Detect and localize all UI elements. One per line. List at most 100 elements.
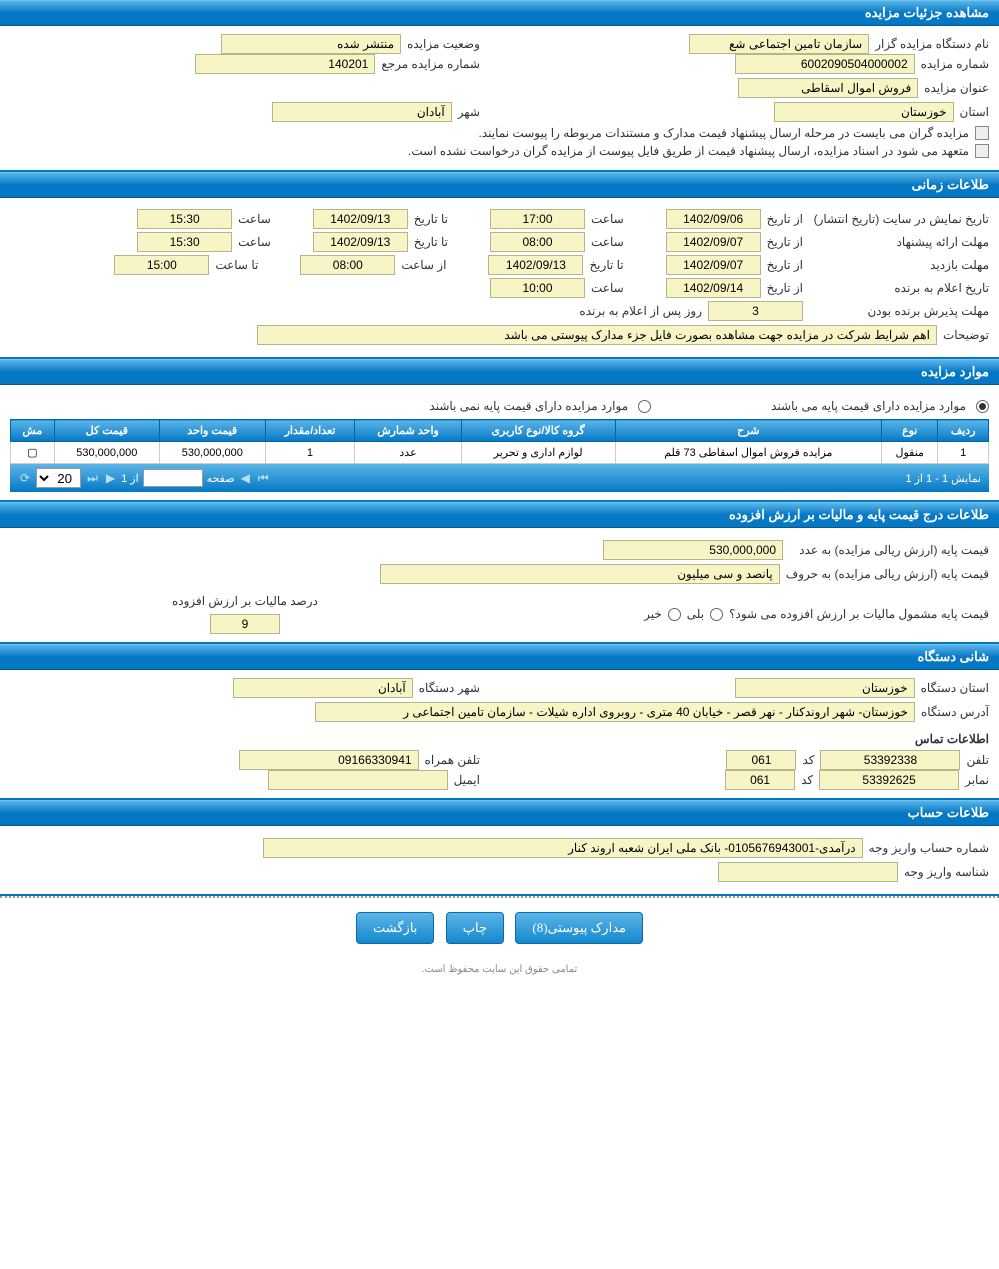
phone: 53392338 — [820, 750, 960, 770]
offer-label: مهلت ارائه پیشنهاد — [809, 235, 989, 249]
fax: 53392625 — [819, 770, 959, 790]
hour-label-2: ساعت — [238, 212, 271, 226]
price-header: طلاعات درج قیمت پایه و مالیات بر ارزش اف… — [0, 502, 999, 528]
to-label-3: تا تاریخ — [589, 258, 623, 272]
footer-text: تمامى حقوق این سایت محفوظ است. — [0, 958, 999, 981]
table-row: 1 منقول مزایده فروش اموال اسقاطی 73 قلم … — [11, 442, 989, 464]
note1-checkbox — [975, 126, 989, 140]
publish-from: 1402/09/06 — [666, 209, 761, 229]
org-label: نام دستگاه مزایده گزار — [875, 37, 989, 51]
hour-label-5: ساعت — [591, 281, 624, 295]
status-label: وضعیت مزایده — [407, 37, 480, 51]
cell-desc: مزایده فروش اموال اسقاطی 73 قلم — [615, 442, 881, 464]
print-button[interactable]: چاپ — [446, 912, 504, 944]
base-word: پانصد و سی میلیون — [380, 564, 780, 584]
accept-days: 3 — [708, 301, 803, 321]
auction-no-value: 6002090504000002 — [735, 54, 915, 74]
offer-from: 1402/09/07 — [666, 232, 761, 252]
province-value: خوزستان — [774, 102, 954, 122]
details-body: نام دستگاه مزایده گزار سازمان تامین اجتم… — [0, 26, 999, 172]
org-value: سازمان تامین اجتماعی شع — [689, 34, 869, 54]
title-value: فروش اموال اسقاطی — [738, 78, 918, 98]
hour-label-1: ساعت — [591, 212, 624, 226]
cell-n: 1 — [938, 442, 989, 464]
email — [268, 770, 448, 790]
pager: نمایش 1 - 1 از 1 ⏮ ◀ صفحه از 1 ▶ ⏭ 20 ⟳ — [10, 464, 989, 492]
phone-code: 061 — [726, 750, 796, 770]
to-label-2: تا تاریخ — [414, 235, 448, 249]
pager-size-select[interactable]: 20 — [36, 468, 81, 488]
pager-first-icon[interactable]: ⏮ — [256, 471, 271, 486]
base-num-label: قیمت پایه (ارزش ریالی مزایده) به عدد — [789, 543, 989, 557]
col-desc: شرح — [615, 420, 881, 442]
cell-type: منقول — [882, 442, 938, 464]
pager-info: نمایش 1 - 1 از 1 — [905, 472, 981, 485]
vat-yes-label: بلی — [687, 607, 704, 621]
pager-page-input[interactable] — [143, 469, 203, 487]
cell-qty: 1 — [265, 442, 355, 464]
accept-label: مهلت پذیرش برنده بودن — [809, 304, 989, 318]
province-label: استان — [960, 105, 989, 119]
winner-hour: 10:00 — [490, 278, 585, 298]
addr-label: آدرس دستگاه — [921, 705, 989, 719]
details-header: مشاهده جزئیات مزایده — [0, 0, 999, 26]
from-label-3: از تاریخ — [767, 258, 803, 272]
offer-h1: 08:00 — [490, 232, 585, 252]
addr-province-label: استان دستگاه — [921, 681, 989, 695]
vat-pct: 9 — [210, 614, 280, 634]
opt2-radio[interactable] — [638, 400, 651, 413]
fax-code: 061 — [725, 770, 795, 790]
status-value: منتشر شده — [221, 34, 401, 54]
pager-page-label: صفحه — [207, 472, 235, 485]
vat-yes-radio[interactable] — [710, 608, 723, 621]
items-body: موارد مزایده دارای قیمت پایه می باشند مو… — [0, 385, 999, 502]
acct-value: درآمدی-0105676943001- بانک ملی ایران شعب… — [263, 838, 863, 858]
col-group: گروه کالا/نوع کاربری — [461, 420, 615, 442]
cell-total: 530,000,000 — [54, 442, 160, 464]
email-label: ایمیل — [454, 773, 480, 787]
pager-prev-icon[interactable]: ◀ — [239, 471, 252, 485]
address-body: استان دستگاه خوزستان شهر دستگاه آبادان آ… — [0, 670, 999, 800]
cell-m[interactable]: ▢ — [11, 442, 55, 464]
addr-province: خوزستان — [735, 678, 915, 698]
cell-unit: عدد — [355, 442, 461, 464]
addr-value: خوزستان- شهر اروندکنار - نهر قصر - خیابا… — [315, 702, 915, 722]
contact-header: اطلاعات تماس — [915, 732, 989, 746]
note1-text: مزایده گران می بایست در مرحله ارسال پیشن… — [479, 126, 969, 140]
col-unit: واحد شمارش — [355, 420, 461, 442]
offer-h2: 15:30 — [137, 232, 232, 252]
from-hour-label: از ساعت — [401, 258, 446, 272]
items-header: موارد مزایده — [0, 359, 999, 385]
note2-checkbox — [975, 144, 989, 158]
button-row: مدارک پیوستی(8) چاپ بازگشت — [0, 896, 999, 958]
acct-id-label: شناسه واریز وجه — [904, 865, 989, 879]
col-qty: تعداد/مقدار — [265, 420, 355, 442]
col-unit-price: قیمت واحد — [160, 420, 266, 442]
mobile: 09166330941 — [239, 750, 419, 770]
col-row: ردیف — [938, 420, 989, 442]
code-label-2: کد — [801, 773, 813, 787]
opt2-label: موارد مزایده دارای قیمت پایه نمی باشند — [429, 399, 628, 413]
visit-h2: 15:00 — [114, 255, 209, 275]
title-label: عنوان مزایده — [924, 81, 989, 95]
ref-no-label: شماره مزایده مرجع — [381, 57, 480, 71]
publish-h1: 17:00 — [490, 209, 585, 229]
hour-label-3: ساعت — [591, 235, 624, 249]
back-button[interactable]: بازگشت — [356, 912, 434, 944]
docs-button[interactable]: مدارک پیوستی(8) — [515, 912, 643, 944]
winner-date: 1402/09/14 — [666, 278, 761, 298]
addr-city-label: شهر دستگاه — [419, 681, 480, 695]
mobile-label: تلفن همراه — [425, 753, 480, 767]
ref-no-value: 140201 — [195, 54, 375, 74]
vat-q-label: قیمت پایه مشمول مالیات بر ارزش افزوده می… — [729, 607, 989, 621]
visit-h1: 08:00 — [300, 255, 395, 275]
pager-refresh-icon[interactable]: ⟳ — [18, 471, 32, 485]
opt1-label: موارد مزایده دارای قیمت پایه می باشند — [771, 399, 966, 413]
pager-last-icon[interactable]: ⏭ — [85, 471, 100, 486]
opt1-radio[interactable] — [976, 400, 989, 413]
vat-no-radio[interactable] — [668, 608, 681, 621]
vat-no-label: خیر — [644, 607, 662, 621]
pager-next-icon[interactable]: ▶ — [104, 471, 117, 485]
desc-value: اهم شرایط شرکت در مزایده جهت مشاهده بصور… — [257, 325, 937, 345]
desc-label: توضیحات — [943, 328, 989, 342]
